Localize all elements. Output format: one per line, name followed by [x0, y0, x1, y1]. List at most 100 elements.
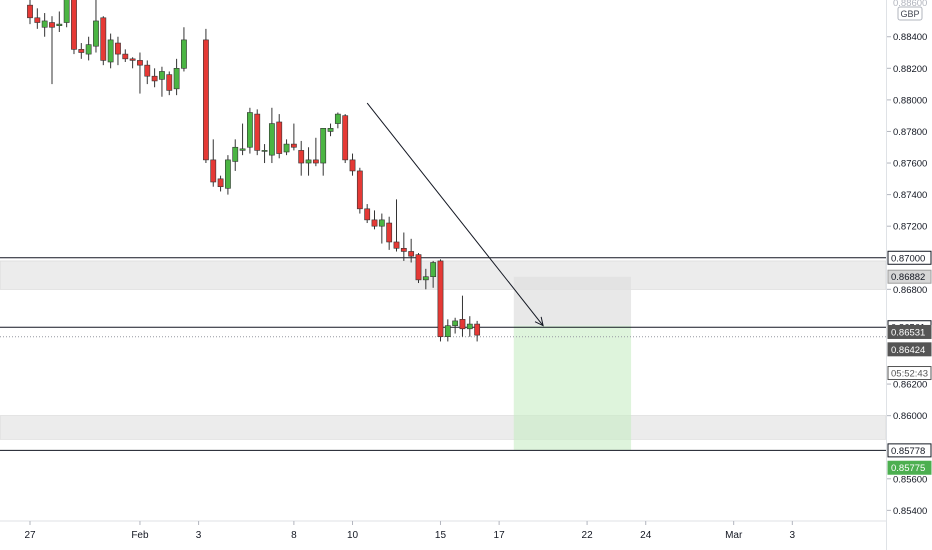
candle-body	[63, 0, 70, 23]
candle	[415, 253, 422, 284]
candle	[276, 114, 283, 159]
candle	[298, 140, 305, 176]
candle	[232, 139, 239, 171]
candle-body	[312, 159, 319, 164]
candle-body	[181, 39, 187, 69]
candle	[144, 60, 151, 85]
price-label: 0.85778	[887, 443, 932, 458]
price-label: 0.86531	[887, 324, 932, 339]
candle-body	[93, 20, 99, 47]
candle-body	[349, 159, 356, 172]
price-label-text: 0.86424	[891, 345, 925, 356]
candle-body	[474, 323, 481, 336]
candle-body	[71, 0, 77, 50]
candle-body	[100, 17, 107, 61]
candle	[181, 27, 187, 72]
candle	[400, 232, 407, 261]
candle-body	[378, 219, 385, 227]
candle	[320, 128, 327, 176]
candle-body	[49, 22, 55, 28]
candle	[408, 238, 415, 263]
price-label-box	[887, 269, 932, 284]
candle	[247, 107, 253, 154]
candle	[203, 28, 209, 164]
candle-body	[115, 42, 121, 55]
time-tick-label: 3	[790, 530, 796, 541]
currency-label: GBP	[900, 9, 919, 19]
candle-body	[217, 178, 224, 188]
candle-body	[41, 20, 48, 28]
candle	[437, 259, 444, 342]
candle-body	[452, 320, 459, 326]
candle	[173, 58, 180, 96]
trendline-arrowhead	[534, 316, 544, 327]
position-target-zone[interactable]	[513, 325, 632, 451]
candle-body	[137, 60, 143, 66]
candle	[78, 43, 85, 59]
candle-body	[225, 159, 231, 189]
candle	[115, 36, 121, 66]
candle-body	[129, 58, 136, 61]
time-tick-label: Feb	[131, 530, 149, 541]
candle	[268, 107, 275, 164]
candle-body	[415, 254, 422, 281]
candle	[151, 68, 158, 88]
candle	[49, 16, 55, 85]
candle-body	[444, 325, 451, 338]
candle	[239, 123, 246, 156]
time-axis[interactable]: 27 Feb 3 8 10 15 17 22 24 Mar 3	[24, 521, 796, 541]
time-tick-label: 3	[196, 530, 202, 541]
candle	[129, 57, 136, 69]
candle-body	[27, 4, 33, 19]
time-tick-label: 24	[640, 530, 652, 541]
candle-body	[85, 44, 92, 55]
price-axis[interactable]: 0.88400 0.88200 0.88000 0.87800 0.87600 0.874…	[887, 0, 927, 517]
price-label-text: 0.87000	[891, 253, 925, 264]
candle-body	[247, 112, 253, 148]
candle-body	[364, 208, 371, 221]
candle	[378, 213, 385, 244]
time-tick-label: 10	[347, 530, 359, 541]
candle-body	[210, 159, 217, 183]
candle	[34, 8, 41, 29]
position-layer[interactable]	[513, 276, 632, 451]
price-tick-label: 0.87600	[893, 159, 927, 170]
candle	[364, 204, 371, 224]
price-tick-label: 0.85600	[893, 474, 927, 485]
candles-layer	[27, 0, 481, 342]
currency-badge[interactable]: GBP	[897, 6, 923, 21]
candle	[334, 112, 341, 129]
candle-body	[34, 17, 41, 23]
currency-badge-box	[897, 6, 923, 21]
candle	[327, 123, 334, 137]
candle	[466, 316, 473, 337]
candle-body	[400, 247, 407, 252]
candle	[452, 317, 459, 334]
price-tick-label-top: 0.88600	[893, 0, 927, 9]
trendline[interactable]	[366, 102, 544, 326]
candle-body	[261, 150, 268, 152]
candle-body	[107, 39, 114, 63]
price-tick-label: 0.88400	[893, 32, 927, 43]
candle-body	[298, 150, 305, 164]
candle	[386, 216, 393, 250]
candle	[41, 13, 48, 37]
candle	[422, 268, 429, 290]
price-label-text: 0.86531	[891, 327, 925, 338]
candle-body	[56, 23, 63, 26]
candle-body	[290, 143, 297, 148]
candle-body	[78, 49, 85, 53]
candle-body	[371, 219, 378, 227]
candle-body	[393, 241, 400, 249]
candle-body	[159, 71, 165, 80]
price-tick-label: 0.86200	[893, 380, 927, 391]
trendline-layer[interactable]	[366, 102, 544, 327]
position-stop-zone[interactable]	[513, 276, 632, 326]
candle	[225, 155, 231, 195]
price-tick-label: 0.86000	[893, 411, 927, 422]
candle-body	[320, 128, 327, 164]
candle-body	[144, 64, 151, 77]
countdown-label: 05:52:43	[887, 366, 932, 381]
price-label: 0.85775	[887, 460, 932, 475]
